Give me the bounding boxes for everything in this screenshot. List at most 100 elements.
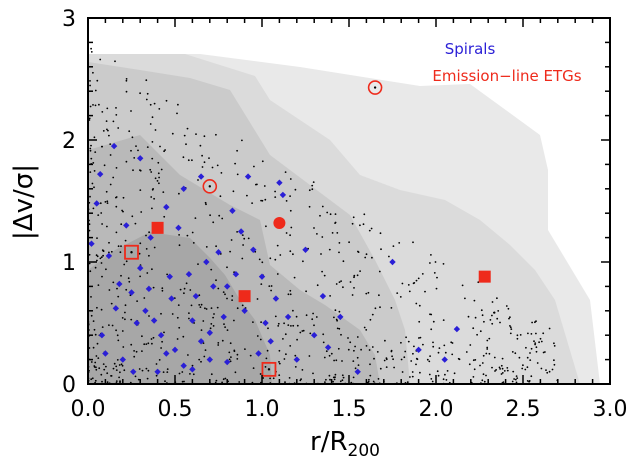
background-point (95, 355, 98, 357)
background-point (368, 378, 370, 381)
background-point (270, 285, 273, 287)
background-point (242, 244, 245, 246)
spiral-point (203, 258, 210, 266)
background-point (157, 172, 160, 175)
background-point (430, 378, 433, 380)
background-point (428, 360, 431, 363)
background-point (137, 149, 139, 152)
background-point (400, 341, 402, 344)
background-point (515, 375, 518, 377)
background-point (128, 280, 131, 283)
background-point (340, 333, 342, 336)
background-point (145, 79, 148, 82)
spiral-point (98, 332, 106, 339)
background-point (341, 379, 344, 382)
background-point (236, 353, 239, 356)
background-point (135, 350, 138, 353)
background-point (534, 321, 536, 324)
background-point (407, 284, 410, 286)
background-point (125, 90, 128, 93)
background-point (453, 372, 456, 375)
background-point (496, 317, 499, 320)
background-point (267, 327, 269, 330)
background-point (228, 358, 231, 361)
background-point (191, 159, 193, 162)
background-point (290, 325, 292, 327)
background-point (379, 306, 381, 309)
background-point (419, 371, 421, 374)
background-point (285, 353, 287, 356)
background-point (548, 370, 551, 373)
background-point (151, 342, 153, 345)
background-point (294, 188, 297, 191)
background-point (181, 371, 184, 373)
background-point (89, 80, 91, 82)
background-point (274, 258, 277, 261)
background-point (121, 330, 124, 332)
background-point (151, 116, 154, 119)
background-point (430, 254, 432, 256)
background-point (187, 354, 189, 356)
background-point (89, 147, 92, 150)
background-point (365, 253, 368, 256)
background-point (305, 314, 308, 317)
background-point (415, 302, 418, 305)
background-point (500, 364, 503, 367)
legend: Spirals Emission−line ETGs (432, 40, 581, 85)
background-point (266, 349, 269, 352)
background-point (301, 330, 304, 332)
background-point (93, 136, 96, 139)
background-point (553, 363, 556, 366)
background-point (292, 324, 295, 327)
background-point (115, 369, 118, 371)
background-point (124, 311, 126, 314)
background-point (244, 348, 246, 350)
background-point (115, 107, 117, 109)
background-point (292, 309, 294, 312)
background-point (319, 214, 321, 217)
background-point (178, 234, 181, 236)
x-tick-label: 3.0 (593, 397, 628, 422)
background-point (432, 345, 435, 348)
background-point (293, 276, 296, 279)
background-point (472, 359, 475, 362)
background-point (252, 321, 254, 323)
background-point (230, 239, 233, 241)
background-point (301, 369, 304, 371)
background-point (461, 284, 464, 287)
spiral-point (171, 346, 179, 354)
background-point (241, 257, 244, 260)
background-point (171, 313, 174, 315)
x-tick-label: 0.5 (158, 397, 193, 422)
background-point (155, 374, 158, 377)
background-point (222, 291, 225, 293)
background-point (202, 320, 205, 322)
background-point (146, 146, 149, 149)
background-point (348, 241, 350, 244)
background-point (337, 347, 340, 350)
background-point (498, 366, 501, 369)
background-point (378, 270, 381, 273)
spiral-point (163, 203, 170, 211)
background-point (418, 337, 420, 339)
spiral-point (244, 173, 252, 180)
background-point (334, 221, 337, 224)
background-point (115, 205, 118, 208)
background-point (442, 263, 445, 265)
background-point (183, 380, 185, 383)
background-point (363, 326, 366, 329)
background-point (119, 381, 121, 384)
background-point (430, 328, 433, 331)
background-point (140, 211, 143, 213)
background-point (229, 250, 232, 253)
background-point (183, 292, 185, 295)
background-point (123, 263, 126, 266)
spiral-point (206, 329, 213, 336)
background-point (147, 342, 150, 345)
background-point (195, 133, 197, 136)
background-point (119, 251, 122, 254)
spiral-point (337, 313, 344, 321)
spiral-point (267, 338, 274, 345)
background-point (369, 363, 371, 366)
background-point (125, 79, 128, 82)
